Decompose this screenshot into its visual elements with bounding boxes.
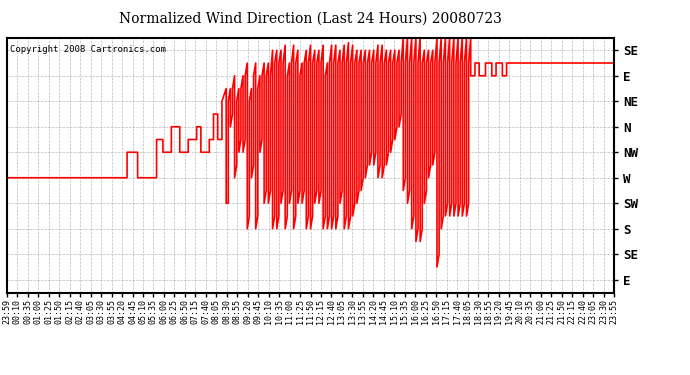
- Text: Normalized Wind Direction (Last 24 Hours) 20080723: Normalized Wind Direction (Last 24 Hours…: [119, 11, 502, 25]
- Text: Copyright 2008 Cartronics.com: Copyright 2008 Cartronics.com: [10, 45, 166, 54]
